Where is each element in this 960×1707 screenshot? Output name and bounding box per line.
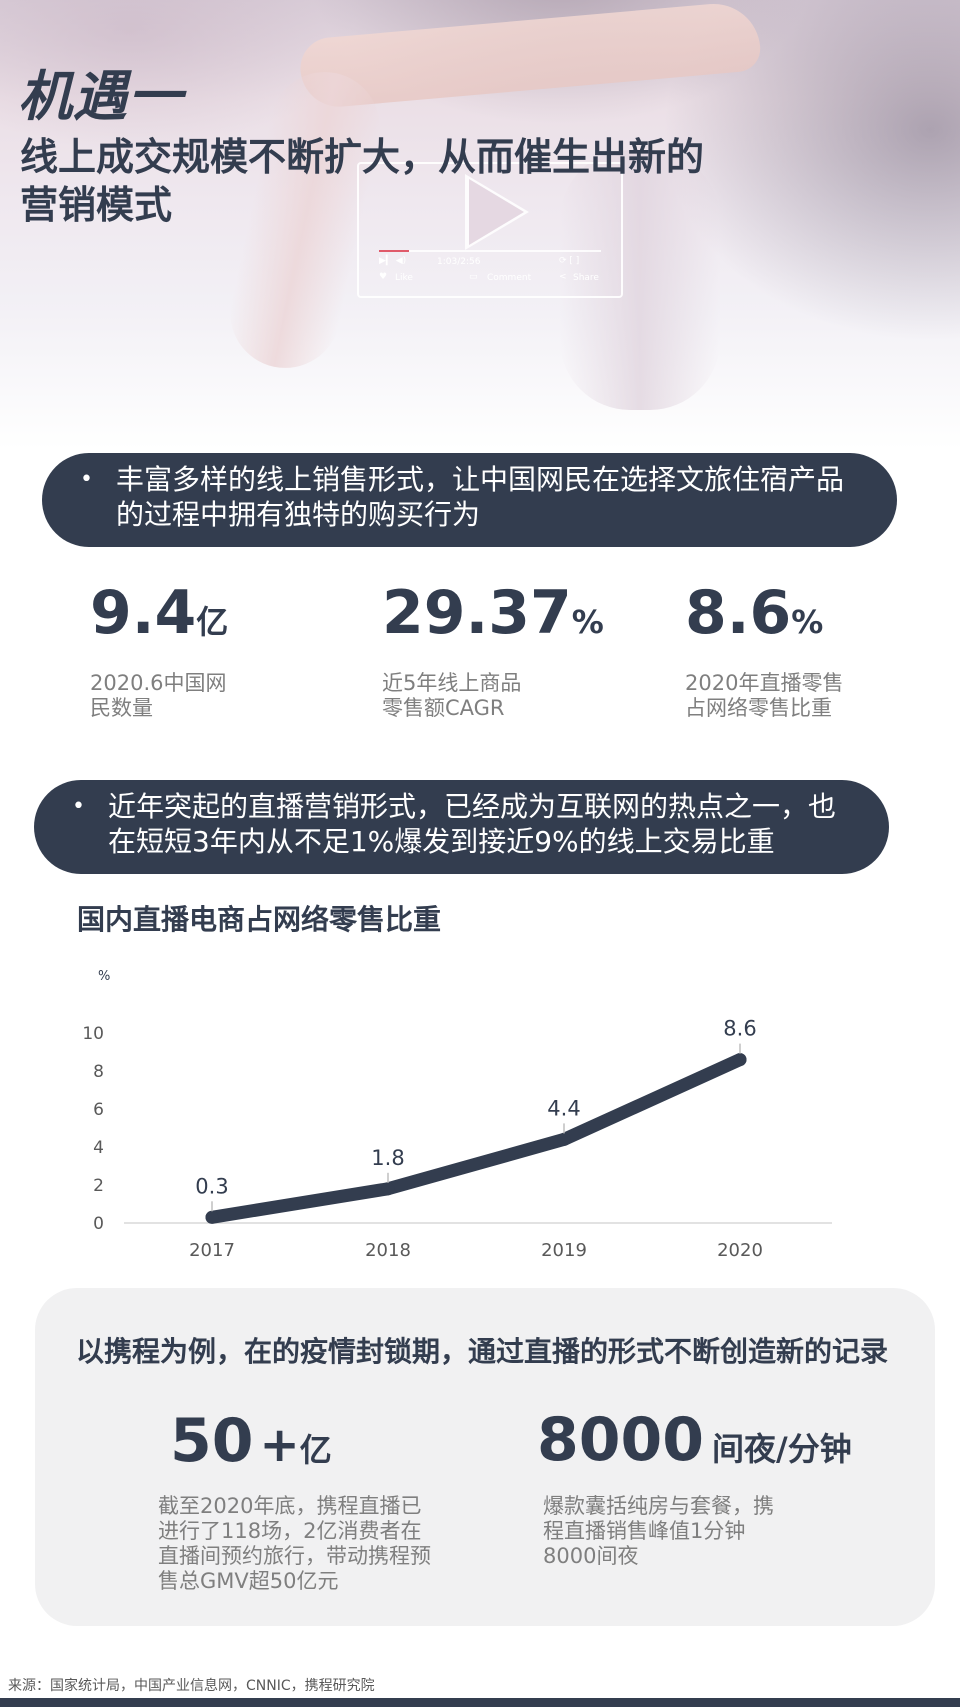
stat-value: 8.6 [685,578,792,648]
stat-unit: 亿 [196,603,229,641]
section-kicker: 机遇一 [18,65,183,128]
desc-line: 售总GMV超50亿元 [158,1569,339,1593]
stat-desc: 近5年线上商品零售额CAGR [382,671,522,720]
y-tick-label: 0 [93,1214,104,1234]
case-stat-gmv: 50 +亿 [170,1406,332,1476]
stat-plus: + [259,1417,300,1473]
banner-line: 在短短3年内从不足1%爆发到接近9%的线上交易比重 [108,825,775,858]
data-label: 1.8 [371,1146,404,1170]
hero-banner: ▶▎ ◀) 1:03/2:56 ⟳ [ ] ♥ Like ▭ Comment <… [0,0,960,450]
y-tick-label: 4 [93,1138,104,1158]
y-tick-label: 6 [93,1100,104,1120]
series-line [205,1053,747,1224]
desc-line: 爆款囊括纯房与套餐，携 [543,1494,774,1518]
desc-line: 截至2020年底，携程直播已 [158,1494,422,1518]
banner-line: 的过程中拥有独特的购买行为 [116,498,481,531]
progress-bar-icon [379,250,601,252]
stat-cagr: 29.37% [382,583,604,652]
data-point [557,1132,571,1146]
stat-desc: 2020.6中国网民数量 [90,671,227,720]
share-icon: < [559,272,567,282]
stat-netizens: 9.4亿 [90,583,228,652]
banner-line: 丰富多样的线上销售形式，让中国网民在选择文旅住宿产品 [116,463,845,496]
case-card: 以携程为例，在的疫情封锁期，通过直播的形式不断创造新的记录 50 +亿 截至202… [35,1288,935,1626]
stat-value: 8000 [537,1405,704,1475]
data-point [205,1210,219,1224]
progress-played-icon [379,250,409,252]
desc-line: 程直播销售峰值1分钟 [543,1519,746,1543]
stat-value: 9.4 [90,578,197,648]
data-point [381,1182,395,1196]
case-stat-room-nights: 8000 间夜/分钟 [537,1405,852,1475]
x-tick-label: 2019 [541,1240,587,1261]
desc-line: 进行了118场，2亿消费者在 [158,1519,422,1543]
hand-illustration [560,150,720,410]
stat-unit: % [571,603,604,641]
stat-value: 29.37 [382,578,572,648]
y-tick-label: 2 [93,1176,104,1196]
stat-unit: 间夜/分钟 [712,1430,852,1468]
data-label: 4.4 [547,1096,580,1120]
share-label: Share [573,273,599,283]
info-banner-1: • 丰富多样的线上销售形式，让中国网民在选择文旅住宿产品 的过程中拥有独特的购买… [42,453,897,547]
case-desc: 爆款囊括纯房与套餐，携 程直播销售峰值1分钟 8000间夜 [543,1494,774,1569]
banner-line: 近年突起的直播营销形式，已经成为互联网的热点之一，也 [108,790,837,823]
y-axis-unit: % [98,969,110,984]
stat-unit: % [791,603,824,641]
x-tick-label: 2017 [189,1240,235,1261]
x-tick-label: 2018 [365,1240,411,1261]
comment-icon: ▭ [469,272,478,282]
stat-live-share: 8.6% [685,583,823,652]
y-tick-label: 10 [82,1024,104,1044]
data-point [733,1053,747,1067]
heart-icon: ♥ [379,272,388,282]
comment-label: Comment [487,273,532,283]
player-settings-icon: ⟳ [ ] [559,256,580,266]
page-title: 线上成交规模不断扩大，从而催生出新的营销模式 [20,135,705,227]
y-tick-label: 8 [93,1062,104,1082]
player-time: 1:03/2:56 [437,257,481,267]
footer-bar [0,1698,960,1707]
bullet-icon: • [72,794,85,819]
card-title: 以携程为例，在的疫情封锁期，通过直播的形式不断创造新的记录 [76,1335,889,1368]
source-note: 来源：国家统计局，中国产业信息网，CNNIC，携程研究院 [8,1678,375,1694]
line-chart: % 0 2 4 6 8 10 2017 2018 2019 2020 0.3 1.8 4.4 8.6 [82,969,832,1261]
x-tick-label: 2020 [717,1240,763,1261]
desc-line: 直播间预约旅行，带动携程预 [158,1544,431,1568]
stat-value: 50 [170,1406,254,1476]
stat-unit: 亿 [299,1431,332,1469]
info-banner-2: • 近年突起的直播营销形式，已经成为互联网的热点之一，也 在短短3年内从不足1%… [34,780,889,874]
player-controls-icon: ▶▎ ◀) [379,256,407,266]
chart-title: 国内直播电商占网络零售比重 [77,903,442,936]
stat-desc: 2020年直播零售占网络零售比重 [685,671,844,720]
like-label: Like [395,273,413,283]
play-icon [465,174,529,250]
desc-line: 8000间夜 [543,1544,639,1568]
data-label: 0.3 [195,1174,228,1198]
case-desc: 截至2020年底，携程直播已 进行了118场，2亿消费者在 直播间预约旅行，带动… [158,1494,431,1594]
bullet-icon: • [80,467,93,492]
video-player-graphic: ▶▎ ◀) 1:03/2:56 ⟳ [ ] ♥ Like ▭ Comment <… [357,162,623,298]
data-label: 8.6 [723,1017,756,1041]
